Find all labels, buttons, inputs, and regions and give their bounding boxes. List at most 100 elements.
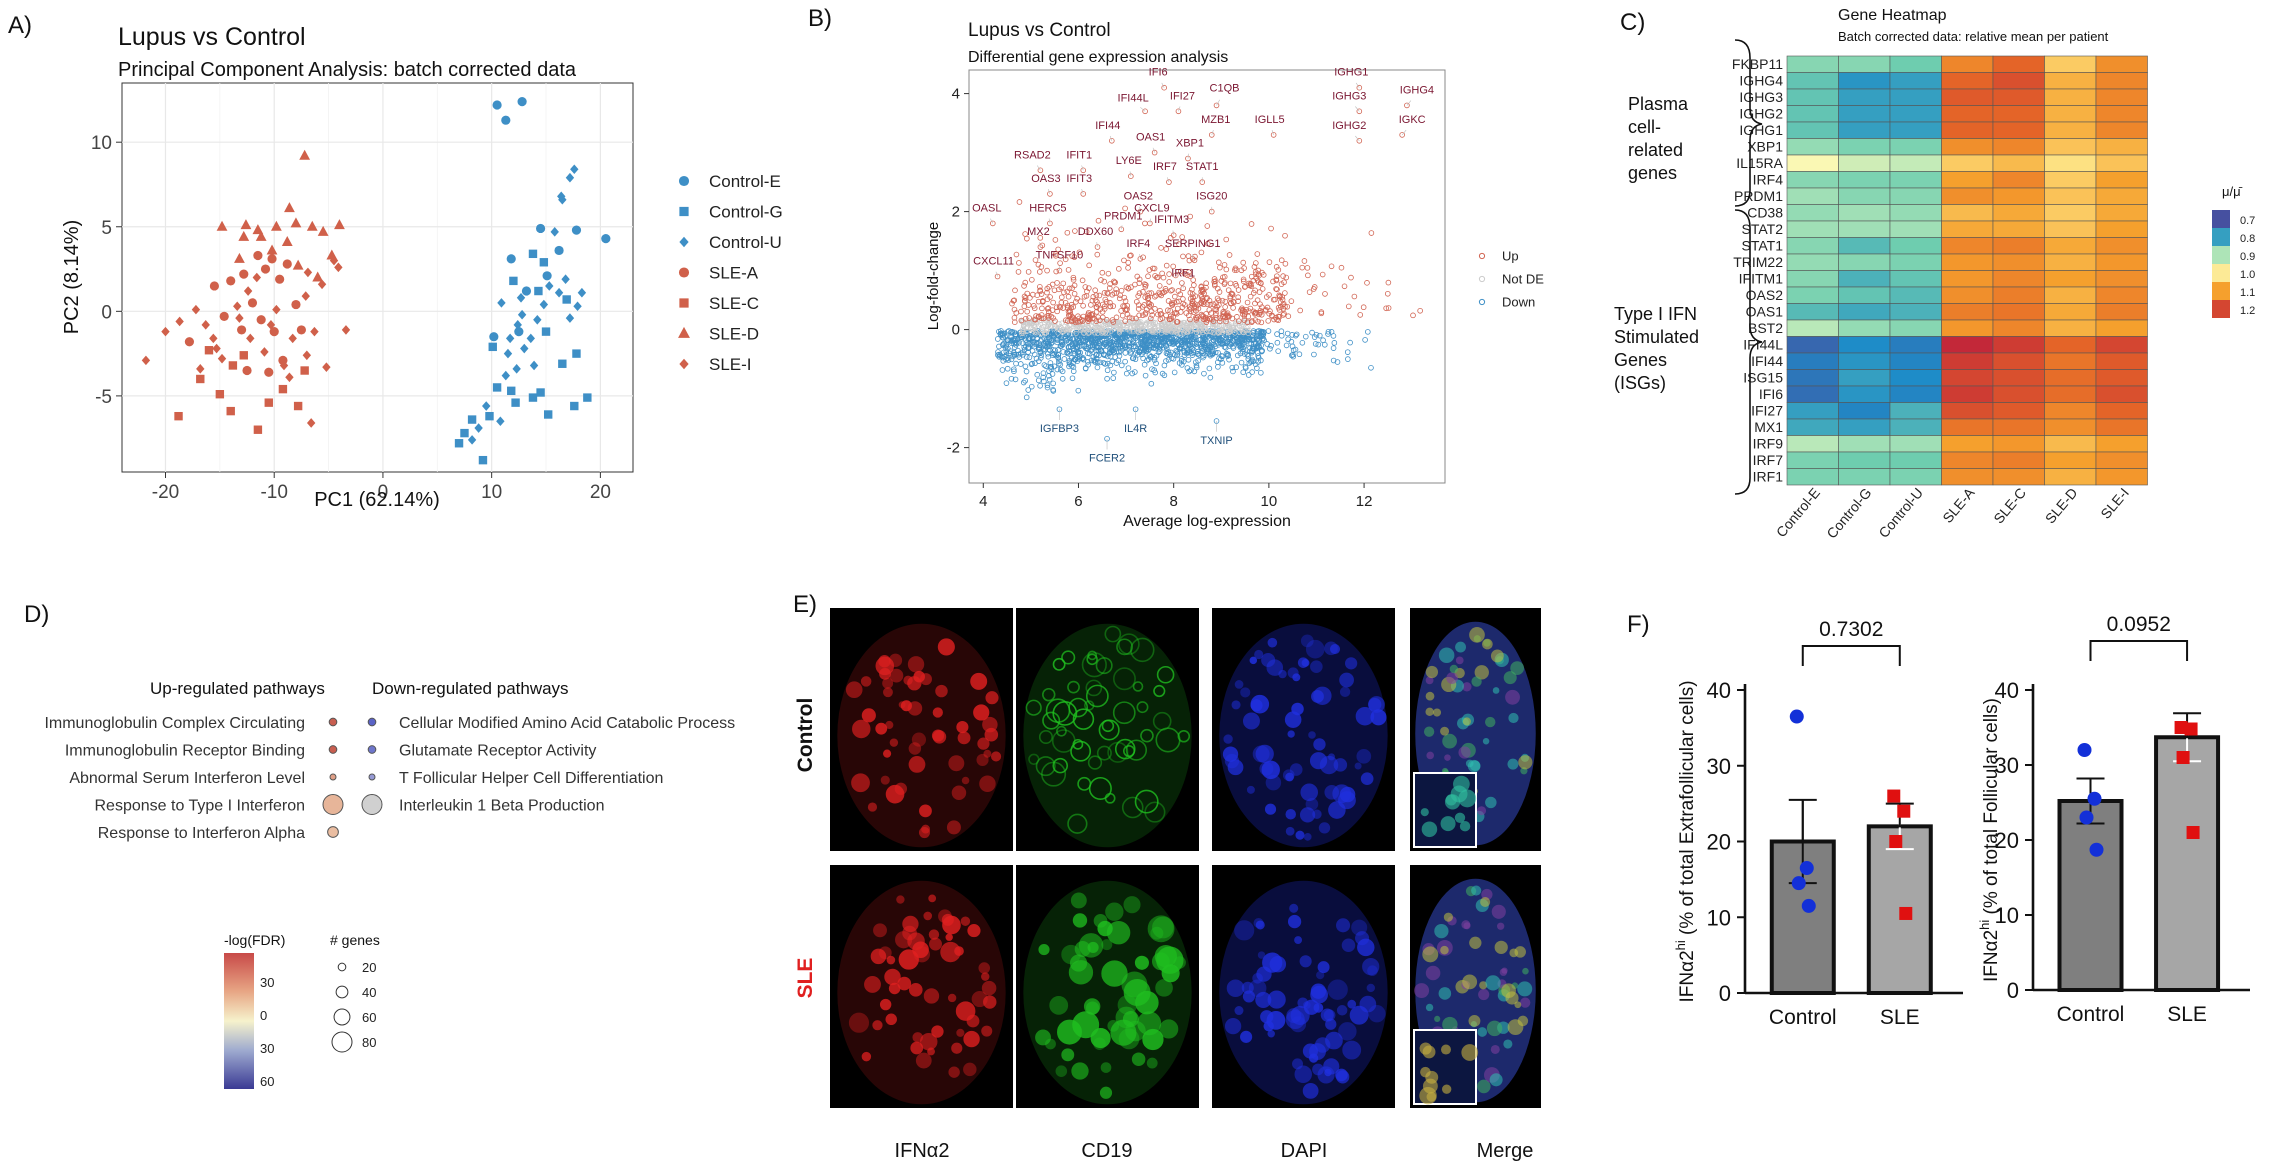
volcano-point-up: [1064, 302, 1071, 309]
volcano-point-up: [1276, 292, 1282, 299]
up-pathway-bubble: [322, 794, 344, 815]
volcano-labeled-point-up: [1170, 232, 1177, 239]
volcano-point-up: [1248, 273, 1255, 280]
volcano-point-up: [1235, 294, 1241, 301]
volcano-point-down: [1040, 370, 1047, 376]
volcano-point-down: [1151, 367, 1157, 373]
volcano-point-up: [1273, 277, 1280, 284]
control-cd19-image-tissue-glow: [1023, 623, 1192, 848]
sle-dapi-image-cell: [1294, 1065, 1312, 1084]
pca-point-control-u: [526, 333, 535, 344]
volcano-point-not-de: [1226, 321, 1232, 327]
heatmap-cell: [1941, 303, 1994, 321]
control-ifn-image-cell: [908, 742, 922, 755]
sle-merge-image-cell: [1469, 936, 1482, 949]
volcano-point-down: [1259, 336, 1266, 343]
sle-merge-image-cell: [1414, 983, 1430, 999]
sle-dapi-image-cell: [1226, 979, 1245, 998]
volcano-point-down: [1125, 339, 1131, 346]
volcano-point-up: [1281, 279, 1287, 286]
heatmap-cell: [1838, 286, 1891, 304]
pca-point-sle-a: [226, 276, 236, 286]
volcano-labeled-point-up: [1047, 220, 1053, 227]
volcano-point-not-de: [1028, 320, 1034, 327]
volcano-gene-label-down: TXNIP: [1200, 435, 1232, 447]
pca-point-sle-a: [247, 298, 258, 308]
volcano-point-up: [1198, 249, 1205, 256]
volcano-point-down: [1283, 342, 1290, 349]
volcano-point-up: [1121, 257, 1127, 264]
sle-dapi-image-cell: [1313, 1002, 1324, 1013]
sle-merge-image-cell: [1477, 1027, 1488, 1037]
heatmap-cell: [1838, 204, 1891, 222]
control-ifn-image-cell: [867, 802, 878, 812]
control-cd19-image-cell: [1125, 739, 1148, 761]
volcano-tick-label-x: 8: [1170, 493, 1178, 510]
control-dapi-image-cell: [1261, 653, 1276, 668]
volcano-point-down: [1316, 332, 1323, 339]
plasma-label-line4: genes: [1628, 163, 1677, 183]
bar-point-sle: [2186, 826, 2200, 839]
volcano-tick-label-x: 10: [1261, 493, 1278, 510]
bar-y-label-superscript: hi: [1977, 920, 1992, 930]
sle-dapi-image-cell: [1302, 1001, 1311, 1009]
volcano-point-up: [1101, 278, 1108, 285]
sle-ifn-image-cell: [864, 976, 881, 993]
heatmap-cell: [1941, 468, 1994, 486]
sle-merge-inset-cell: [1422, 1078, 1438, 1094]
volcano-point-down: [1126, 347, 1133, 353]
volcano-label-connector: [1036, 165, 1041, 171]
pca-point-sle-i: [243, 286, 253, 296]
volcano-gene-label-up: OASL: [972, 202, 1001, 214]
genes-size-circle: [335, 985, 349, 999]
volcano-point-down: [995, 336, 1001, 342]
volcano-point-down: [1046, 376, 1053, 383]
sle-dapi-image-cell: [1255, 920, 1265, 930]
volcano-point-down: [1192, 359, 1199, 365]
control-merge-image-cell: [1474, 665, 1489, 680]
volcano-point-down: [1022, 363, 1029, 370]
volcano-point-up: [1221, 273, 1228, 280]
control-dapi-image-cell: [1287, 730, 1295, 738]
control-ifn-image-cell: [861, 708, 876, 723]
volcano-gene-label-up: TNFSF10: [1036, 250, 1084, 262]
heatmap-cell: [1786, 154, 1839, 172]
sle-merge-image-cell: [1440, 945, 1449, 955]
volcano-point-down: [1047, 360, 1054, 366]
pca-tick-label-y: -5: [95, 387, 112, 408]
heatmap-cell: [2044, 253, 2097, 271]
volcano-point-up: [1070, 277, 1077, 283]
volcano-point-down: [1252, 361, 1259, 368]
volcano-point-down: [1202, 340, 1209, 346]
heatmap-cell: [2044, 204, 2097, 222]
volcano-point-up: [1151, 293, 1158, 300]
volcano-point-down: [1207, 374, 1214, 381]
pca-point-sle-c: [264, 398, 273, 407]
bar-point-control: [1791, 876, 1806, 891]
up-pathway-label: Immunoglobulin Complex Circulating: [44, 715, 305, 732]
heatmap-cell: [2044, 385, 2097, 403]
volcano-point-up: [1069, 253, 1075, 259]
sle-cd19-image-cell: [1154, 944, 1177, 968]
bar-tick-label-y: 20: [1707, 830, 1731, 855]
volcano-point-up: [1098, 277, 1104, 283]
volcano-point-up: [1011, 297, 1018, 304]
volcano-point-down: [1056, 358, 1062, 364]
volcano-point-up: [1038, 315, 1045, 321]
pca-point-sle-a: [184, 337, 195, 347]
volcano-point-up: [1155, 274, 1161, 281]
heatmap-column-label: Control-U: [1875, 485, 1926, 541]
heatmap-cell: [1786, 121, 1839, 139]
heatmap-cell: [1992, 402, 2045, 420]
legend-label-sle-d: SLE-D: [709, 325, 759, 344]
heatmap-cell: [1941, 435, 1994, 453]
volcano-point-up: [1203, 311, 1209, 317]
volcano-point-up: [1245, 308, 1252, 314]
volcano-point-down: [1132, 335, 1139, 342]
volcano-point-down: [1239, 336, 1245, 342]
pca-point-control-u: [570, 164, 579, 175]
volcano-point-up: [1093, 292, 1100, 299]
pca-point-control-e: [501, 115, 511, 125]
volcano-point-up: [1282, 232, 1288, 239]
pca-point-control-g: [485, 411, 494, 421]
